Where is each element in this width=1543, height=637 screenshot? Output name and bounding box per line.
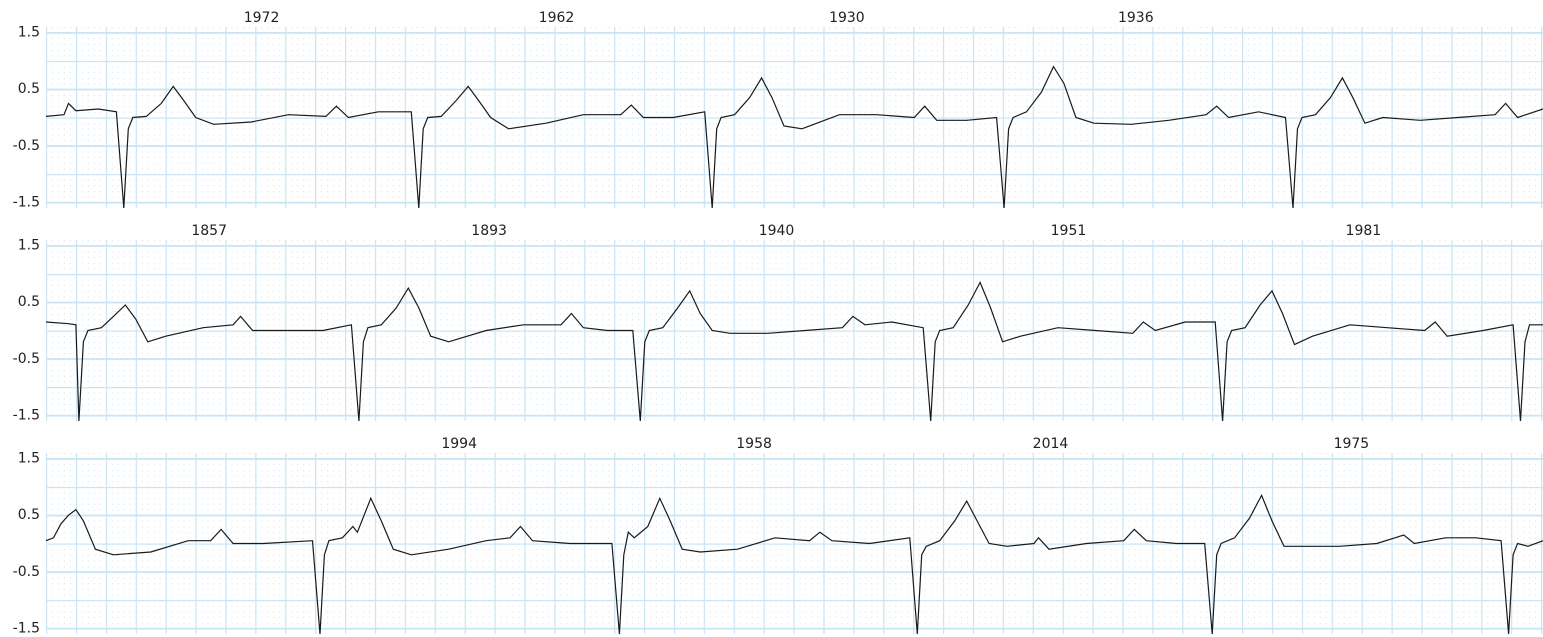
major-grid-horizontal [46,27,1543,208]
rr-interval-label: 2014 [1033,436,1069,452]
y-tick-label: 0.5 [18,507,40,523]
y-tick-label: -1.5 [13,620,40,636]
rr-interval-label: 1940 [759,223,795,239]
rr-interval-label: 1951 [1051,223,1087,239]
y-tick-label: -1.5 [13,407,40,423]
rr-interval-label: 1936 [1118,10,1154,26]
rr-interval-label: 1972 [244,10,280,26]
rr-interval-label: 1975 [1334,436,1370,452]
y-tick-label: 0.5 [18,294,40,310]
rr-interval-label: 1893 [471,223,507,239]
rr-interval-label: 1857 [191,223,227,239]
y-tick-label: -1.5 [13,194,40,210]
ecg-trace [46,65,1543,208]
y-tick-label: -0.5 [13,564,40,580]
ecg-trace [46,493,1543,634]
major-grid-horizontal [46,453,1543,634]
y-tick-label: 1.5 [18,25,40,41]
y-tick-label: 0.5 [18,81,40,97]
y-tick-label: 1.5 [18,238,40,254]
y-tick-label: 1.5 [18,451,40,467]
rr-interval-label: 1981 [1346,223,1382,239]
rr-interval-label: 1962 [539,10,575,26]
rr-interval-label: 1930 [829,10,865,26]
y-tick-label: -0.5 [13,351,40,367]
ecg-trace [46,280,1543,421]
y-tick-label: -0.5 [13,138,40,154]
rr-interval-label: 1958 [736,436,772,452]
rr-interval-label: 1994 [441,436,477,452]
